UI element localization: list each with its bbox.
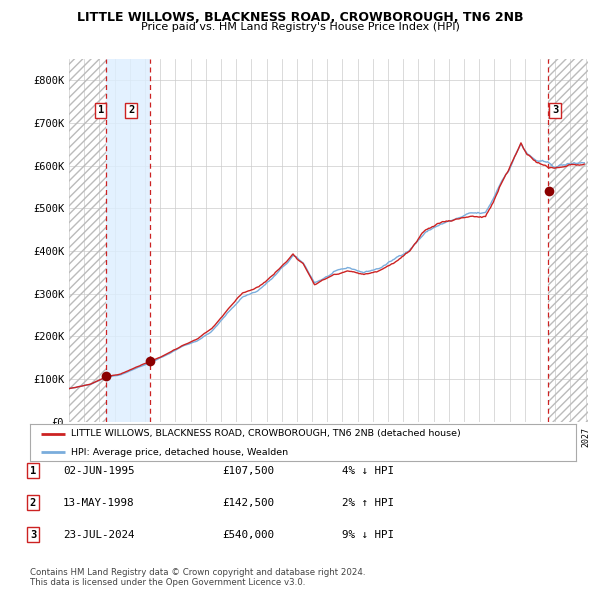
Text: 9% ↓ HPI: 9% ↓ HPI	[342, 530, 394, 539]
Text: 1: 1	[98, 105, 104, 115]
Text: £142,500: £142,500	[222, 498, 274, 507]
Text: HPI: Average price, detached house, Wealden: HPI: Average price, detached house, Weal…	[71, 448, 288, 457]
Text: 4% ↓ HPI: 4% ↓ HPI	[342, 466, 394, 476]
Text: 3: 3	[30, 530, 36, 539]
Text: LITTLE WILLOWS, BLACKNESS ROAD, CROWBOROUGH, TN6 2NB: LITTLE WILLOWS, BLACKNESS ROAD, CROWBORO…	[77, 11, 523, 24]
Text: Price paid vs. HM Land Registry's House Price Index (HPI): Price paid vs. HM Land Registry's House …	[140, 22, 460, 32]
Text: 1: 1	[30, 466, 36, 476]
Text: Contains HM Land Registry data © Crown copyright and database right 2024.
This d: Contains HM Land Registry data © Crown c…	[30, 568, 365, 587]
Bar	[69, 59, 106, 422]
Text: 02-JUN-1995: 02-JUN-1995	[63, 466, 134, 476]
Text: 2: 2	[128, 105, 134, 115]
Text: £107,500: £107,500	[222, 466, 274, 476]
Bar	[106, 59, 151, 422]
Text: 2: 2	[30, 498, 36, 507]
Text: £540,000: £540,000	[222, 530, 274, 539]
Text: 3: 3	[552, 105, 559, 115]
Text: 23-JUL-2024: 23-JUL-2024	[63, 530, 134, 539]
Text: 2% ↑ HPI: 2% ↑ HPI	[342, 498, 394, 507]
Text: 13-MAY-1998: 13-MAY-1998	[63, 498, 134, 507]
Bar	[548, 59, 588, 422]
Text: LITTLE WILLOWS, BLACKNESS ROAD, CROWBOROUGH, TN6 2NB (detached house): LITTLE WILLOWS, BLACKNESS ROAD, CROWBORO…	[71, 429, 461, 438]
